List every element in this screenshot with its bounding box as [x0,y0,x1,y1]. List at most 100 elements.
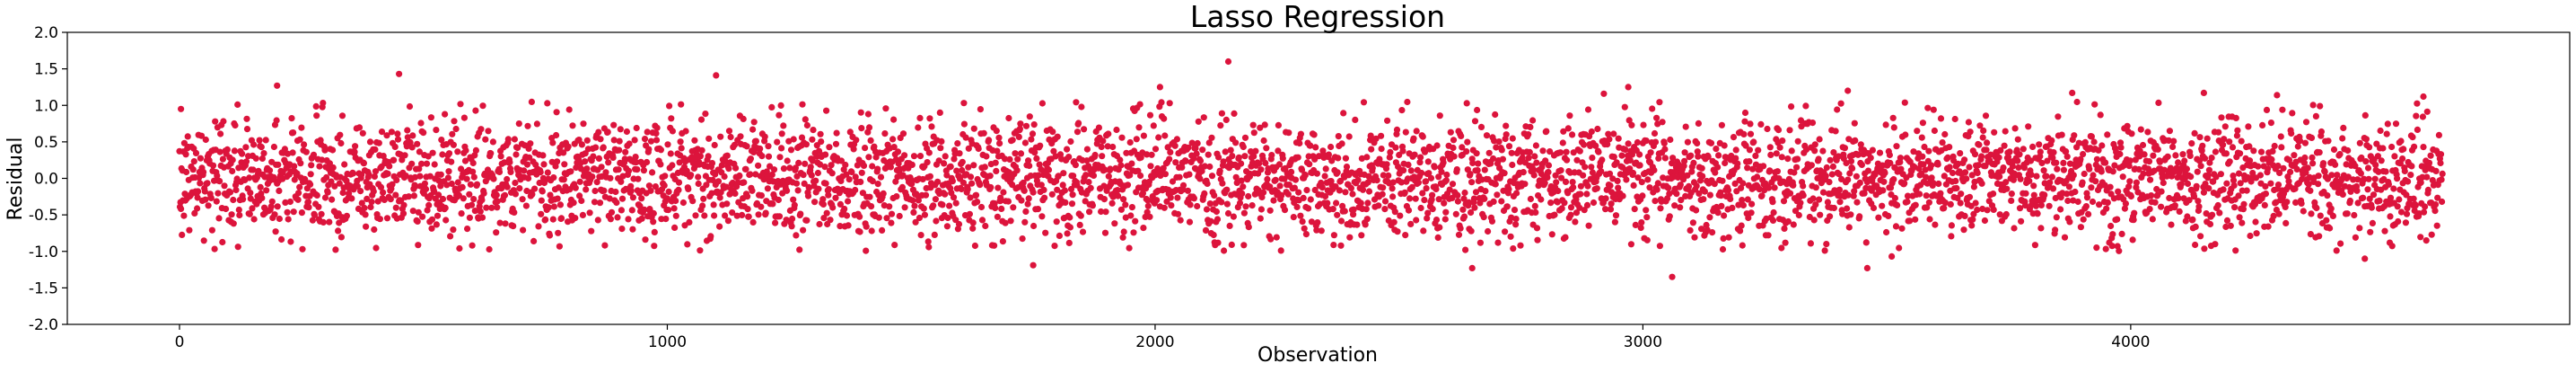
data-point [1584,106,1592,113]
data-points [176,58,2446,280]
data-point [338,112,346,120]
data-point [1000,189,1007,196]
data-point [803,217,810,224]
data-point [2080,151,2087,158]
data-point [514,144,521,152]
data-point [1137,172,1144,180]
data-point [1741,118,1748,125]
data-point [2126,157,2134,164]
data-point [1213,208,1220,216]
data-point [833,129,840,137]
data-point [1595,148,1602,155]
data-point [305,204,312,211]
data-point [1442,177,1450,184]
data-point [1962,169,1969,176]
data-point [2402,219,2409,226]
data-point [448,180,455,188]
data-point [1472,189,1480,196]
data-point [1970,183,1977,190]
data-point [924,238,932,245]
data-point [538,197,545,204]
data-point [1115,192,1122,199]
data-point [1291,184,1298,191]
data-point [931,231,938,238]
data-point [2220,186,2227,193]
data-point [804,192,812,199]
data-point [1363,154,1371,161]
data-point [217,130,224,137]
data-point [1920,161,1927,168]
data-point [470,173,478,181]
data-point [435,177,442,184]
data-point [1208,134,1215,141]
data-point [383,132,390,139]
data-point [1006,155,1013,163]
data-point [725,128,733,135]
data-point [502,220,509,227]
data-point [1179,182,1187,189]
data-point [2298,199,2305,207]
data-point [1735,201,1742,208]
data-point [183,168,190,176]
data-point [1722,159,1729,167]
data-point [1582,164,1589,171]
data-point [1732,155,1739,162]
data-point [1559,139,1566,146]
data-point [544,169,551,176]
data-point [2150,152,2157,159]
data-point [1109,143,1117,151]
data-point [1931,127,1938,135]
data-point [1087,184,1094,191]
data-point [370,188,377,195]
data-point [337,131,344,138]
data-point [1423,185,1430,192]
data-point [189,166,197,173]
data-point [1749,165,1757,173]
data-point [1809,120,1817,127]
data-point [684,241,691,248]
data-point [745,213,752,220]
data-point [1393,126,1401,133]
data-point [1505,186,1512,193]
data-point [2032,202,2039,209]
data-point [2098,142,2106,149]
data-point [1408,183,1415,190]
data-point [1892,223,1900,230]
data-point [793,180,801,187]
data-point [1164,144,1171,151]
data-point [2296,137,2304,145]
data-point [2053,159,2060,166]
data-point [2374,153,2381,160]
data-point [1530,166,1538,173]
data-point [908,161,916,168]
data-point [1290,214,1297,221]
data-point [1850,192,1857,199]
data-point [1072,162,1079,169]
data-point [1030,121,1038,128]
data-point [2226,138,2233,146]
data-point [1786,190,1794,197]
data-point [661,182,668,189]
data-point [2247,232,2254,240]
data-point [2356,139,2363,146]
data-point [764,173,771,180]
data-point [2420,93,2427,101]
data-point [591,187,599,195]
data-point [414,140,421,147]
data-point [933,217,940,225]
data-point [494,204,501,211]
data-point [1532,208,1539,216]
data-point [1256,160,1263,167]
data-point [583,165,591,173]
data-point [439,195,447,203]
data-point [729,209,736,217]
data-point [2361,111,2369,119]
data-point [1413,128,1420,135]
data-point [1391,208,1398,216]
data-point [968,180,976,187]
data-point [575,137,583,144]
data-point [1600,90,1608,97]
data-point [768,171,775,178]
data-point [2053,214,2060,221]
data-point [2057,206,2064,213]
